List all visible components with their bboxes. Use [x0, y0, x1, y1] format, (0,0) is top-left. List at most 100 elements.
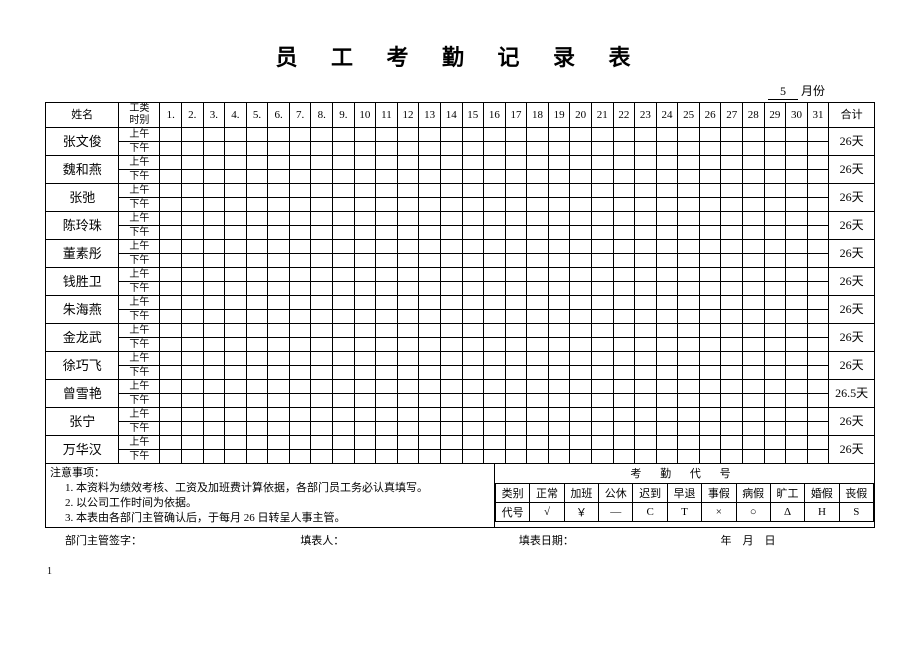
attendance-cell — [160, 422, 182, 436]
attendance-cell — [527, 310, 549, 324]
attendance-cell — [268, 240, 290, 254]
attendance-cell — [613, 324, 635, 338]
attendance-cell — [548, 450, 570, 464]
attendance-cell — [570, 394, 592, 408]
attendance-cell — [678, 212, 700, 226]
attendance-cell — [354, 226, 376, 240]
attendance-cell — [570, 296, 592, 310]
attendance-cell — [440, 366, 462, 380]
attendance-cell — [699, 198, 721, 212]
attendance-cell — [807, 128, 829, 142]
attendance-cell — [786, 212, 808, 226]
attendance-cell — [505, 450, 527, 464]
attendance-cell — [440, 170, 462, 184]
attendance-cell — [548, 324, 570, 338]
attendance-cell — [203, 338, 225, 352]
attendance-cell — [699, 408, 721, 422]
attendance-cell — [743, 212, 765, 226]
attendance-cell — [527, 324, 549, 338]
attendance-cell — [656, 226, 678, 240]
th-day: 12 — [397, 103, 419, 128]
attendance-cell — [505, 380, 527, 394]
attendance-cell — [527, 198, 549, 212]
attendance-cell — [462, 450, 484, 464]
attendance-cell — [764, 436, 786, 450]
attendance-cell — [397, 296, 419, 310]
th-day: 9. — [333, 103, 355, 128]
attendance-cell — [699, 268, 721, 282]
attendance-cell — [419, 212, 441, 226]
th-day: 13 — [419, 103, 441, 128]
attendance-cell — [721, 394, 743, 408]
attendance-cell — [268, 128, 290, 142]
attendance-cell — [678, 338, 700, 352]
attendance-cell — [548, 254, 570, 268]
period-pm: 下午 — [119, 170, 160, 184]
attendance-cell — [311, 324, 333, 338]
attendance-cell — [721, 198, 743, 212]
attendance-cell — [505, 366, 527, 380]
attendance-cell — [462, 366, 484, 380]
attendance-cell — [333, 184, 355, 198]
attendance-cell — [376, 296, 398, 310]
attendance-cell — [376, 408, 398, 422]
attendance-cell — [311, 156, 333, 170]
attendance-cell — [419, 142, 441, 156]
attendance-cell — [678, 254, 700, 268]
attendance-cell — [181, 324, 203, 338]
attendance-cell — [311, 422, 333, 436]
attendance-cell — [203, 394, 225, 408]
attendance-cell — [397, 240, 419, 254]
attendance-cell — [656, 324, 678, 338]
attendance-cell — [635, 380, 657, 394]
attendance-cell — [678, 324, 700, 338]
attendance-cell — [440, 254, 462, 268]
attendance-cell — [160, 254, 182, 268]
attendance-cell — [246, 436, 268, 450]
attendance-cell — [786, 156, 808, 170]
attendance-cell — [160, 198, 182, 212]
attendance-cell — [548, 380, 570, 394]
attendance-cell — [570, 240, 592, 254]
attendance-cell — [656, 394, 678, 408]
attendance-cell — [440, 436, 462, 450]
attendance-cell — [333, 380, 355, 394]
attendance-cell — [613, 282, 635, 296]
period-am: 上午 — [119, 240, 160, 254]
attendance-cell — [246, 184, 268, 198]
attendance-cell — [440, 422, 462, 436]
attendance-cell — [721, 408, 743, 422]
attendance-cell — [160, 142, 182, 156]
attendance-cell — [225, 212, 247, 226]
attendance-cell — [678, 184, 700, 198]
attendance-cell — [419, 268, 441, 282]
attendance-cell — [419, 436, 441, 450]
attendance-cell — [656, 198, 678, 212]
attendance-cell — [721, 240, 743, 254]
attendance-cell — [203, 254, 225, 268]
attendance-cell — [505, 184, 527, 198]
th-day: 31 — [807, 103, 829, 128]
attendance-table: 姓名工类时别1.2.3.4.5.6.7.8.9.1011121314151617… — [45, 102, 875, 464]
attendance-cell — [462, 198, 484, 212]
attendance-cell — [333, 268, 355, 282]
attendance-cell — [656, 170, 678, 184]
attendance-cell — [246, 240, 268, 254]
attendance-cell — [678, 450, 700, 464]
attendance-cell — [548, 212, 570, 226]
attendance-cell — [440, 240, 462, 254]
attendance-cell — [807, 254, 829, 268]
attendance-cell — [678, 142, 700, 156]
attendance-cell — [484, 450, 506, 464]
th-day: 11 — [376, 103, 398, 128]
employee-total: 26天 — [829, 324, 875, 352]
attendance-cell — [225, 268, 247, 282]
attendance-cell — [289, 366, 311, 380]
attendance-cell — [333, 422, 355, 436]
attendance-cell — [656, 338, 678, 352]
attendance-cell — [203, 450, 225, 464]
attendance-cell — [419, 240, 441, 254]
attendance-cell — [484, 128, 506, 142]
attendance-cell — [527, 450, 549, 464]
attendance-cell — [397, 212, 419, 226]
